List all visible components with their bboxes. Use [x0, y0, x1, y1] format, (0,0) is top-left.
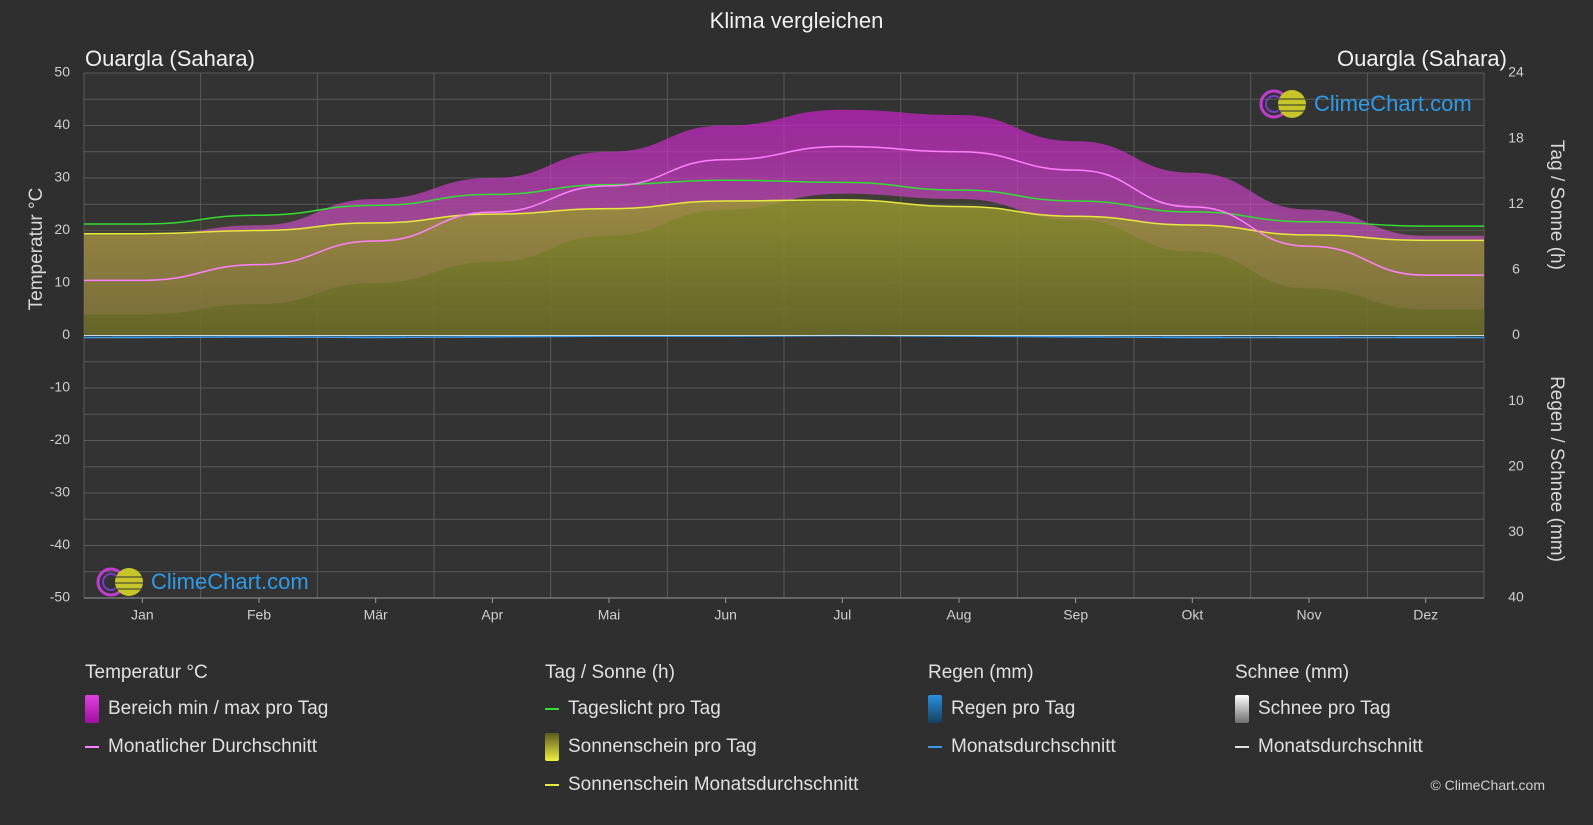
- daylight-swatch: [545, 708, 559, 710]
- climechart-logo-icon: [1259, 89, 1306, 119]
- month-tick-label: Apr: [481, 607, 503, 623]
- rain-tick-label: 30: [1508, 523, 1524, 539]
- rain-bar: [345, 335, 406, 338]
- temp-tick-label: 40: [54, 116, 70, 132]
- chart-title: Klima vergleichen: [709, 8, 884, 33]
- sun-tick-label: 0: [1512, 326, 1520, 342]
- legend-label: Tageslicht pro Tag: [568, 698, 721, 719]
- rain-tick-label: 10: [1508, 392, 1524, 408]
- rain-avg-swatch: [928, 746, 942, 748]
- chart-lines: [83, 145, 1485, 339]
- legend-item-sunshine: Sonnenschein pro Tag: [545, 728, 858, 766]
- temp-tick-label: -20: [50, 431, 70, 447]
- temp-tick-label: -50: [50, 589, 70, 605]
- rain-bar: [1162, 335, 1223, 338]
- legend-group-rain: Regen (mm) Regen pro Tag Monatsdurchschn…: [928, 662, 1116, 766]
- rain-bar: [1395, 335, 1456, 338]
- legend-item-snow-avg: Monatsdurchschnitt: [1235, 728, 1423, 766]
- sun-tick-label: 12: [1508, 195, 1524, 211]
- legend-item-daylight: Tageslicht pro Tag: [545, 690, 858, 728]
- legend-label: Monatlicher Durchschnitt: [108, 736, 318, 757]
- temp-tick-label: 20: [54, 221, 70, 237]
- temp-tick-label: -10: [50, 379, 70, 395]
- sunshine-avg-line: [83, 199, 1485, 242]
- location-right: Ouargla (Sahara): [1337, 46, 1507, 71]
- legend-title-sun: Tag / Sonne (h): [545, 662, 675, 683]
- temp-tick-label: 50: [54, 64, 70, 80]
- brand-logo-top[interactable]: ClimeChart.com: [1258, 88, 1472, 120]
- legend-item-snow: Schnee pro Tag: [1235, 690, 1423, 728]
- month-tick-label: Jul: [833, 607, 851, 623]
- legend-label: Sonnenschein Monatsdurchschnitt: [568, 774, 859, 795]
- legend-item-rain: Regen pro Tag: [928, 690, 1116, 728]
- temp-tick-label: 0: [62, 326, 70, 342]
- temp-range-swatch: [85, 695, 99, 723]
- legend-item-sunshine-avg: Sonnenschein Monatsdurchschnitt: [545, 766, 858, 804]
- month-tick-label: Okt: [1181, 607, 1203, 623]
- month-tick-label: Dez: [1413, 607, 1438, 623]
- copyright: © ClimeChart.com: [1430, 777, 1545, 793]
- right-top-axis-label: Tag / Sonne (h): [1546, 140, 1567, 270]
- legend-label: Monatsdurchschnitt: [1258, 736, 1423, 757]
- temp-tick-label: 30: [54, 169, 70, 185]
- brand-name: ClimeChart.com: [1314, 91, 1472, 116]
- temp-tick-label: -40: [50, 536, 70, 552]
- month-tick-label: Mai: [598, 607, 621, 623]
- legend-item-temp-range: Bereich min / max pro Tag: [85, 690, 328, 728]
- temp-tick-label: -30: [50, 484, 70, 500]
- temp-tick-label: 10: [54, 274, 70, 290]
- legend-title-snow: Schnee (mm): [1235, 662, 1350, 683]
- left-axis-label: Temperatur °C: [26, 187, 47, 311]
- month-tick-label: Feb: [247, 607, 271, 623]
- legend-label: Bereich min / max pro Tag: [108, 698, 329, 719]
- legend-title-rain: Regen (mm): [928, 662, 1034, 683]
- month-tick-label: Aug: [947, 607, 972, 623]
- month-tick-label: Jan: [131, 607, 154, 623]
- chart-ticks: 50 40 30 20 10 0 -10 -20 -30 -40 -50 24 18 12 6 0 10 20 30…: [50, 64, 1524, 623]
- brand-logo-bottom[interactable]: ClimeChart.com: [95, 566, 309, 598]
- temp-avg-swatch: [85, 746, 99, 748]
- snow-avg-swatch: [1235, 746, 1249, 748]
- legend-label: Sonnenschein pro Tag: [568, 736, 757, 757]
- month-tick-label: Jun: [714, 607, 737, 623]
- legend-label: Regen pro Tag: [951, 698, 1076, 719]
- sunshine-avg-swatch: [545, 784, 559, 786]
- location-left: Ouargla (Sahara): [85, 46, 255, 71]
- rain-bar: [1279, 335, 1339, 338]
- month-tick-label: Sep: [1063, 607, 1088, 623]
- snow-swatch: [1235, 695, 1249, 723]
- sun-tick-label: 6: [1512, 261, 1520, 277]
- legend-title-temperature: Temperatur °C: [85, 662, 208, 683]
- month-tick-label: Mär: [364, 607, 388, 623]
- month-tick-label: Nov: [1297, 607, 1322, 623]
- right-bottom-axis-label: Regen / Schnee (mm): [1546, 376, 1567, 562]
- chart-legend: Temperatur °C Bereich min / max pro Tag …: [0, 662, 1593, 812]
- sun-tick-label: 24: [1508, 64, 1524, 80]
- legend-item-temp-avg: Monatlicher Durchschnitt: [85, 728, 328, 766]
- rain-bar: [112, 335, 173, 338]
- daylight-line: [84, 179, 1484, 227]
- legend-group-sun: Tag / Sonne (h) Tageslicht pro Tag Sonne…: [545, 662, 858, 804]
- rain-tick-label: 40: [1508, 589, 1524, 605]
- sun-tick-label: 18: [1508, 129, 1524, 145]
- rain-tick-label: 20: [1508, 457, 1524, 473]
- legend-group-snow: Schnee (mm) Schnee pro Tag Monatsdurchsc…: [1235, 662, 1423, 766]
- legend-label: Monatsdurchschnitt: [951, 736, 1116, 757]
- legend-item-rain-avg: Monatsdurchschnitt: [928, 728, 1116, 766]
- temp-avg-line: [84, 145, 1484, 282]
- legend-label: Schnee pro Tag: [1258, 698, 1391, 719]
- sunshine-swatch: [545, 733, 559, 761]
- sunshine-area: [84, 199, 1484, 336]
- rain-swatch: [928, 695, 942, 723]
- legend-group-temperature: Temperatur °C Bereich min / max pro Tag …: [85, 662, 328, 766]
- climechart-logo-icon: [96, 567, 143, 597]
- brand-name: ClimeChart.com: [151, 569, 309, 594]
